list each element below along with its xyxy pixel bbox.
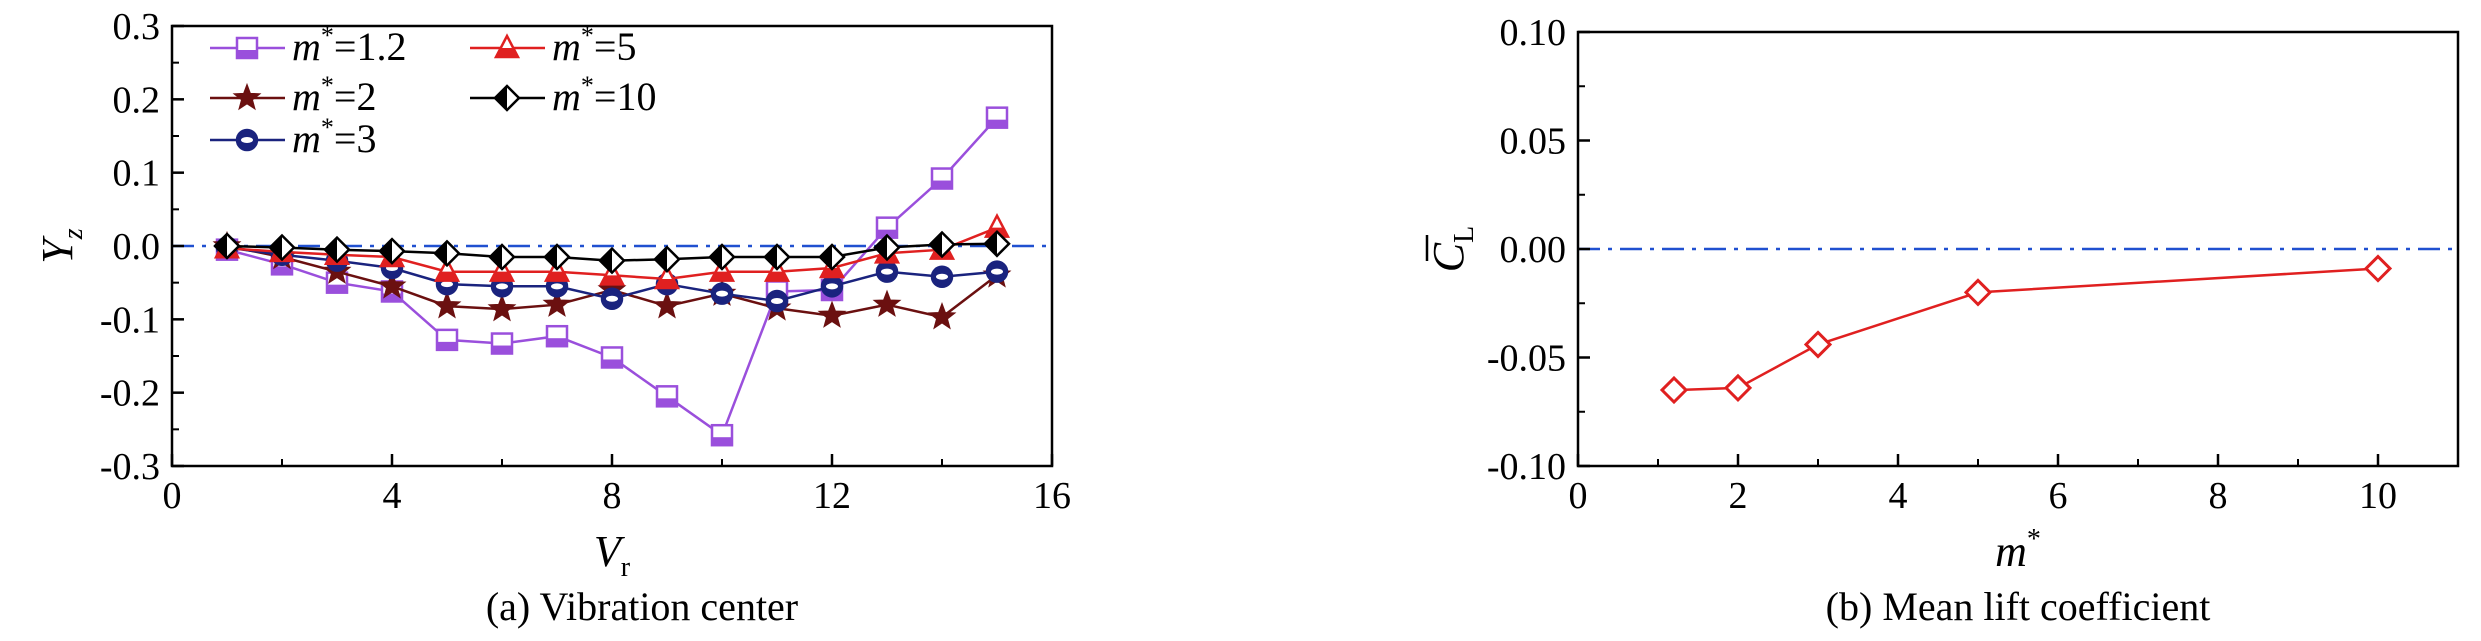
y-tick-label: 0.00 xyxy=(1500,229,1567,271)
chart-panel-a: 0 4 8 12 16 0.3 0.2 0.1 0.0 -0.1 -0.2 -0.3 Vr Yz (a) V… xyxy=(33,6,1071,629)
x-axis-label: Vr xyxy=(594,527,631,583)
panel-caption: (b) Mean lift coefficient xyxy=(1826,584,2211,629)
x-tick-label: 8 xyxy=(603,475,622,517)
x-tick-label: 0 xyxy=(1569,475,1588,517)
data-point-1-11 xyxy=(817,300,847,328)
data-point-1-13 xyxy=(927,301,957,330)
data-point-1-8 xyxy=(652,290,682,319)
data-point-1-3 xyxy=(377,271,407,299)
y-axis-label-group: Yz xyxy=(33,228,89,263)
panel-caption: (a) Vibration center xyxy=(486,584,798,629)
y-tick-label: -0.1 xyxy=(100,299,160,341)
x-axis-label: m* xyxy=(1995,524,2041,576)
data-point-0-3 xyxy=(1963,278,1993,307)
data-point-0-0 xyxy=(1659,375,1689,405)
y-tick-label: 0.10 xyxy=(1500,12,1567,54)
y-tick-label: 0.2 xyxy=(113,79,161,121)
y-tick-label: -0.05 xyxy=(1487,338,1566,380)
y-tick-label: 0.0 xyxy=(113,226,161,268)
x-tick-label: 4 xyxy=(1889,475,1908,517)
data-point-1-4 xyxy=(432,290,462,319)
x-tick-label: 4 xyxy=(383,475,402,517)
data-point-1-5 xyxy=(487,293,517,322)
legend-label-0: m*=1.2 xyxy=(292,21,406,69)
y-tick-label: -0.10 xyxy=(1487,446,1566,488)
y-tick-label: 0.3 xyxy=(113,6,161,48)
legend-label-4: m*=10 xyxy=(552,71,656,119)
x-tick-label: 10 xyxy=(2359,475,2397,517)
data-point-0-1 xyxy=(1723,373,1753,403)
y-axis-label: CL xyxy=(1424,226,1480,272)
data-point-1-12 xyxy=(872,289,902,317)
data-point-0-2 xyxy=(1803,330,1833,359)
x-tick-label: 0 xyxy=(163,475,182,517)
x-tick-label: 2 xyxy=(1729,475,1748,517)
legend-label-2: m*=3 xyxy=(292,113,376,161)
legend: m*=1.2m*=2m*=3 m*=5m*=10 xyxy=(210,21,656,161)
x-tick-label: 16 xyxy=(1033,475,1071,517)
x-tick-label: 12 xyxy=(813,475,851,517)
legend-marker-1 xyxy=(232,82,262,111)
legend-label-3: m*=5 xyxy=(552,21,636,69)
data-point-0-4 xyxy=(2363,254,2393,283)
y-tick-label: -0.2 xyxy=(100,373,160,415)
y-tick-label: -0.3 xyxy=(100,446,160,488)
x-tick-label: 8 xyxy=(2209,475,2228,517)
y-tick-label: 0.05 xyxy=(1500,121,1567,163)
series-line-0 xyxy=(1673,267,2379,392)
legend-label-1: m*=2 xyxy=(292,71,376,119)
chart-panel-b: 0 2 4 6 8 10 0.10 0.05 0.00 -0.05 -0.10 m* CL (b) Mea… xyxy=(1424,12,2460,629)
x-tick-label: 6 xyxy=(2049,475,2068,517)
y-axis-label-group: CL xyxy=(1424,226,1480,272)
y-tick-label: 0.1 xyxy=(113,153,161,195)
y-axis-label: Yz xyxy=(33,228,89,263)
data-point-1-6 xyxy=(542,289,572,317)
